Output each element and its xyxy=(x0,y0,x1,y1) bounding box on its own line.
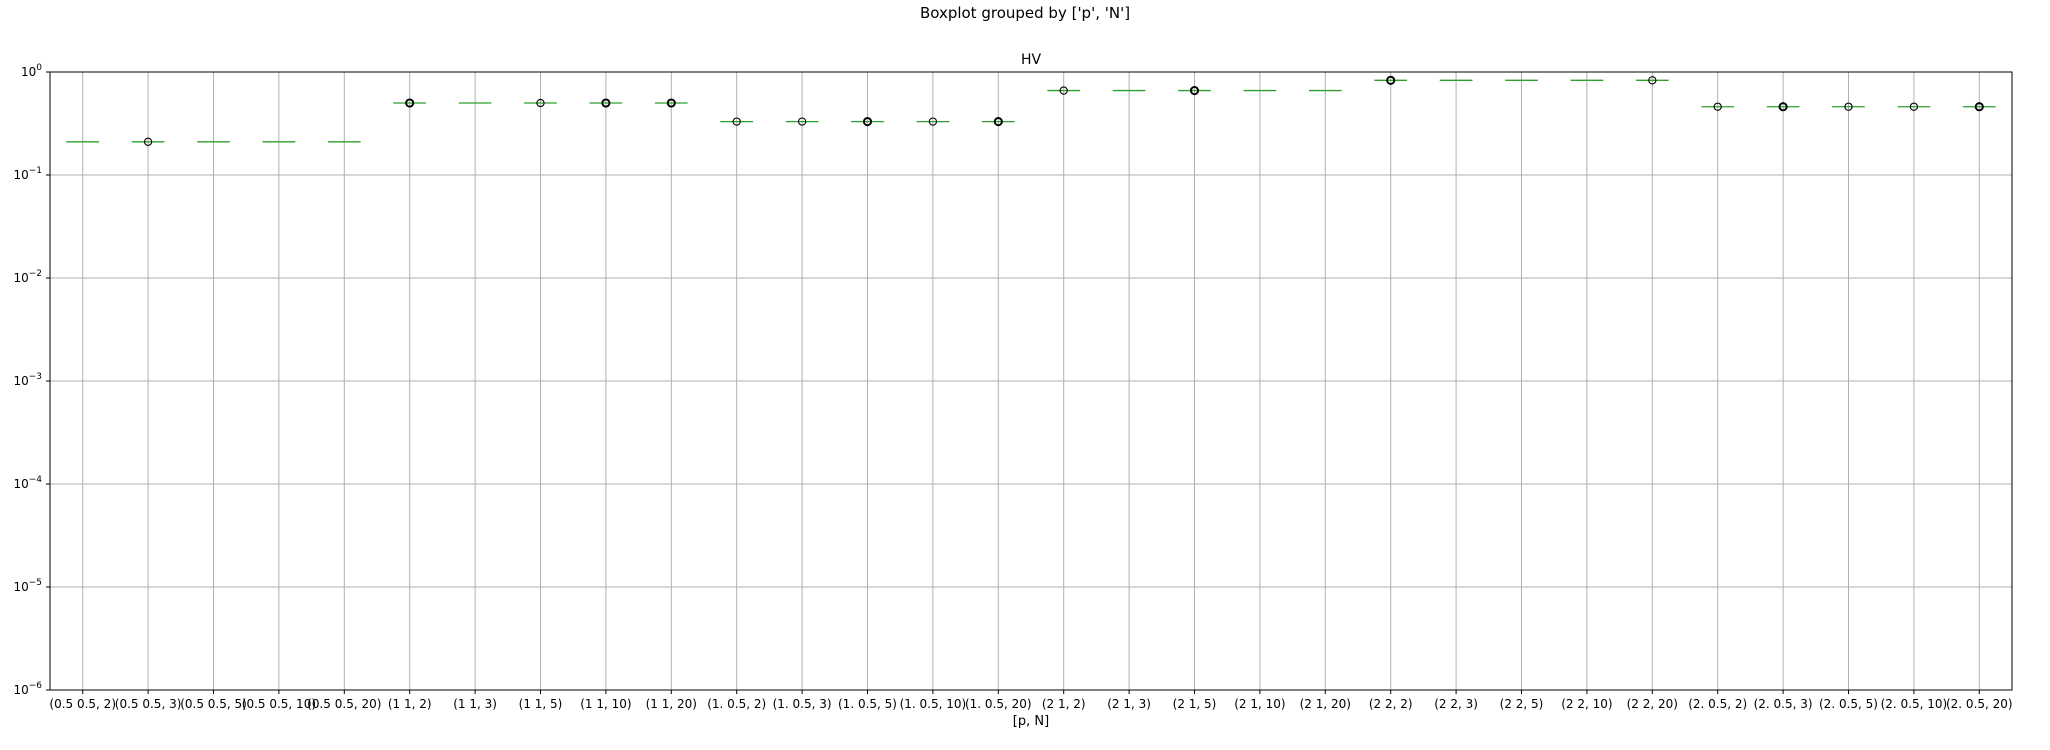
x-tick-label: (0.5 0.5, 20) xyxy=(307,697,381,711)
x-tick-label: (2 2, 20) xyxy=(1627,697,1678,711)
x-tick-label: (1 1, 2) xyxy=(388,697,432,711)
x-tick-label: (2 2, 5) xyxy=(1500,697,1544,711)
x-tick-label: (2 2, 10) xyxy=(1561,697,1612,711)
x-tick-label: (2. 0.5, 10) xyxy=(1881,697,1948,711)
outlier-marker xyxy=(862,117,873,127)
x-tick-label: (2 1, 3) xyxy=(1107,697,1151,711)
x-tick-label: (2 2, 2) xyxy=(1369,697,1413,711)
grid-lines xyxy=(50,71,2012,691)
y-tick-base: 10 xyxy=(13,683,28,697)
outlier-marker xyxy=(1713,102,1722,111)
x-tick-label: (2 1, 2) xyxy=(1042,697,1086,711)
x-tick-label: (2. 0.5, 20) xyxy=(1946,697,2013,711)
outlier-marker xyxy=(1778,102,1788,112)
y-tick-base: 10 xyxy=(13,374,28,388)
x-tick-label: (2 1, 10) xyxy=(1234,697,1285,711)
x-tick-label: (0.5 0.5, 5) xyxy=(180,697,247,711)
x-tick-label: (0.5 0.5, 3) xyxy=(115,697,182,711)
x-tick-label: (1 1, 10) xyxy=(580,697,631,711)
x-tick-label: (1 1, 3) xyxy=(453,697,497,711)
outlier-marker xyxy=(1974,102,1984,112)
x-tick-label: (0.5 0.5, 10) xyxy=(242,697,316,711)
outlier-marker xyxy=(928,117,938,126)
y-tick-label: 10−3 xyxy=(13,372,42,388)
x-tick-label: (1. 0.5, 20) xyxy=(965,697,1032,711)
outlier-marker xyxy=(666,98,676,108)
y-tick-exponent: −4 xyxy=(29,475,43,485)
y-tick-exponent: 0 xyxy=(36,63,42,73)
outlier-marker xyxy=(1909,102,1919,111)
x-tick-label: (2. 0.5, 2) xyxy=(1688,697,1747,711)
x-axis-label: [p, N] xyxy=(1013,714,1049,729)
x-tick-label: (2 1, 20) xyxy=(1300,697,1351,711)
chart-suptitle: Boxplot grouped by ['p', 'N'] xyxy=(919,4,1131,22)
y-tick-base: 10 xyxy=(21,65,36,79)
outlier-marker xyxy=(601,98,611,108)
x-tick-label: (1. 0.5, 3) xyxy=(773,697,832,711)
x-tick-label: (0.5 0.5, 2) xyxy=(49,697,116,711)
x-tick-label: (1 1, 20) xyxy=(646,697,697,711)
y-tick-exponent: −2 xyxy=(29,269,42,279)
y-tick-exponent: −3 xyxy=(29,372,42,382)
y-tick-base: 10 xyxy=(13,168,28,182)
outlier-marker xyxy=(1386,75,1396,85)
y-tick-label: 100 xyxy=(21,63,42,79)
outlier-marker xyxy=(143,137,153,146)
outlier-marker xyxy=(1059,86,1068,95)
outlier-marker xyxy=(1189,86,1200,96)
y-tick-exponent: −6 xyxy=(29,681,43,691)
outlier-marker xyxy=(732,117,741,126)
x-tick-label: (1 1, 5) xyxy=(519,697,563,711)
x-tick-label: (2. 0.5, 5) xyxy=(1819,697,1878,711)
y-tick-base: 10 xyxy=(13,271,28,285)
y-tick-exponent: −1 xyxy=(29,166,42,176)
y-tick-label: 10−6 xyxy=(13,681,42,697)
x-tick-label: (2 2, 3) xyxy=(1434,697,1478,711)
x-tick-label: (2 1, 5) xyxy=(1173,697,1217,711)
y-tick-label: 10−5 xyxy=(13,578,42,594)
x-tick-label: (1. 0.5, 10) xyxy=(900,697,967,711)
y-tick-base: 10 xyxy=(13,477,28,491)
chart-title: HV xyxy=(1021,52,1042,68)
x-tick-label: (1. 0.5, 2) xyxy=(707,697,766,711)
x-tick-label: (2. 0.5, 3) xyxy=(1754,697,1813,711)
y-tick-label: 10−4 xyxy=(13,475,42,491)
x-axis: (0.5 0.5, 2)(0.5 0.5, 3)(0.5 0.5, 5)(0.5… xyxy=(49,690,2013,711)
box-series xyxy=(66,75,1996,146)
outlier-marker xyxy=(1844,102,1853,111)
outlier-marker xyxy=(1648,76,1657,85)
outlier-marker xyxy=(536,98,545,108)
x-tick-label: (1. 0.5, 5) xyxy=(838,697,897,711)
y-tick-label: 10−2 xyxy=(13,269,42,285)
outlier-marker xyxy=(797,117,807,126)
y-tick-base: 10 xyxy=(13,580,28,594)
outlier-marker xyxy=(405,98,415,108)
y-tick-label: 10−1 xyxy=(13,166,42,182)
y-tick-exponent: −5 xyxy=(29,578,42,588)
outlier-marker xyxy=(993,117,1003,127)
